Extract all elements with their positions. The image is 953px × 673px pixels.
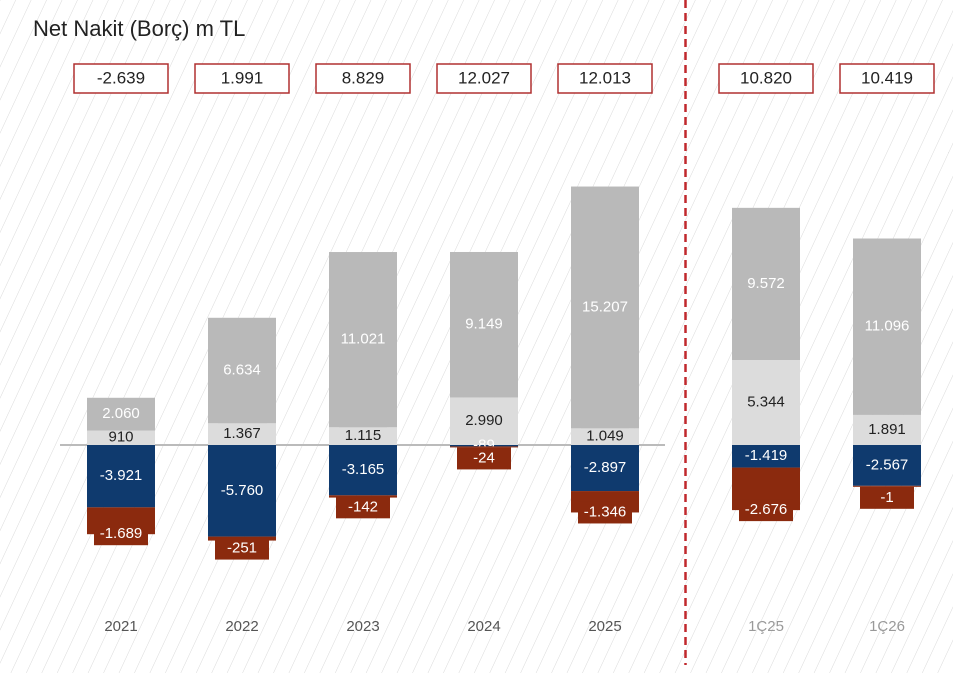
bar-segment xyxy=(329,445,397,496)
value-label: -2.676 xyxy=(745,501,788,518)
bar-segment xyxy=(732,445,800,468)
total-box xyxy=(718,63,814,94)
value-label: -3.165 xyxy=(342,461,385,478)
value-label: 2.060 xyxy=(102,405,140,422)
total-label: 1.991 xyxy=(221,68,264,87)
total-label: 12.013 xyxy=(579,68,631,87)
bar-segment xyxy=(571,445,639,492)
value-label: 15.207 xyxy=(582,298,628,315)
bar-segment xyxy=(853,238,921,415)
bar-segment xyxy=(853,445,921,486)
label-box xyxy=(339,425,387,448)
value-label: -1.419 xyxy=(745,447,788,464)
bar-segment xyxy=(853,485,921,487)
value-label: -5.760 xyxy=(221,482,264,499)
total-label: -2.639 xyxy=(97,68,145,87)
value-label: -2.897 xyxy=(584,459,627,476)
total-box xyxy=(73,63,169,94)
value-label: 1.367 xyxy=(223,425,261,442)
value-label: 11.021 xyxy=(341,331,386,348)
label-box xyxy=(578,501,632,524)
bar-segment xyxy=(732,207,800,361)
bar-segment xyxy=(87,397,155,431)
value-label: -142 xyxy=(348,498,378,515)
label-box xyxy=(581,425,629,448)
bar-segment xyxy=(450,445,518,447)
value-label: -24 xyxy=(473,449,495,466)
bar-segment xyxy=(208,445,276,537)
bar-segment xyxy=(450,446,518,448)
total-box xyxy=(557,63,653,94)
bar-segment xyxy=(571,186,639,429)
x-tick-label: 1Ç25 xyxy=(748,618,784,635)
total-label: 8.829 xyxy=(342,68,385,87)
x-tick-label: 2025 xyxy=(588,618,621,635)
label-box xyxy=(215,537,269,560)
bar-segment xyxy=(450,251,518,398)
total-label: 10.419 xyxy=(861,68,913,87)
label-box xyxy=(218,423,266,446)
value-label: 1.115 xyxy=(345,427,381,444)
label-box xyxy=(460,410,508,433)
label-box xyxy=(863,418,911,441)
x-tick-label: 2022 xyxy=(225,618,258,635)
value-label: -2.567 xyxy=(866,456,909,473)
label-box xyxy=(457,447,511,470)
value-label: 9.149 xyxy=(465,316,503,333)
value-label: 5.344 xyxy=(747,393,785,410)
value-label: -1.346 xyxy=(584,503,627,520)
value-label: -3.921 xyxy=(100,467,143,484)
x-tick-label: 2023 xyxy=(346,618,379,635)
bar-segment xyxy=(329,252,397,428)
total-box xyxy=(839,63,935,94)
value-label: 2.990 xyxy=(465,412,503,429)
label-box xyxy=(97,426,145,449)
bar-segment xyxy=(208,317,276,424)
label-box xyxy=(860,486,914,509)
value-label: 11.096 xyxy=(865,318,910,335)
x-tick-label: 2021 xyxy=(104,618,137,635)
label-box xyxy=(336,496,390,519)
value-label: 910 xyxy=(108,429,133,446)
total-label: 12.027 xyxy=(458,68,510,87)
bar-segment xyxy=(87,445,155,508)
value-label: -1.689 xyxy=(100,525,143,542)
value-label: 1.049 xyxy=(586,428,624,445)
label-box xyxy=(739,499,793,522)
value-label: -1 xyxy=(880,489,893,506)
chart-title: Net Nakit (Borç) m TL xyxy=(33,16,245,41)
x-tick-label: 2024 xyxy=(467,618,500,635)
value-label: 1.891 xyxy=(868,421,906,438)
label-box xyxy=(94,523,148,546)
total-box xyxy=(194,63,290,94)
total-box xyxy=(315,63,411,94)
value-label: 9.572 xyxy=(747,275,785,292)
total-box xyxy=(436,63,532,94)
value-label: -251 xyxy=(227,540,257,557)
total-label: 10.820 xyxy=(740,68,792,87)
x-tick-label: 1Ç26 xyxy=(869,618,905,635)
label-box xyxy=(742,391,790,414)
value-label: 6.634 xyxy=(223,361,261,378)
